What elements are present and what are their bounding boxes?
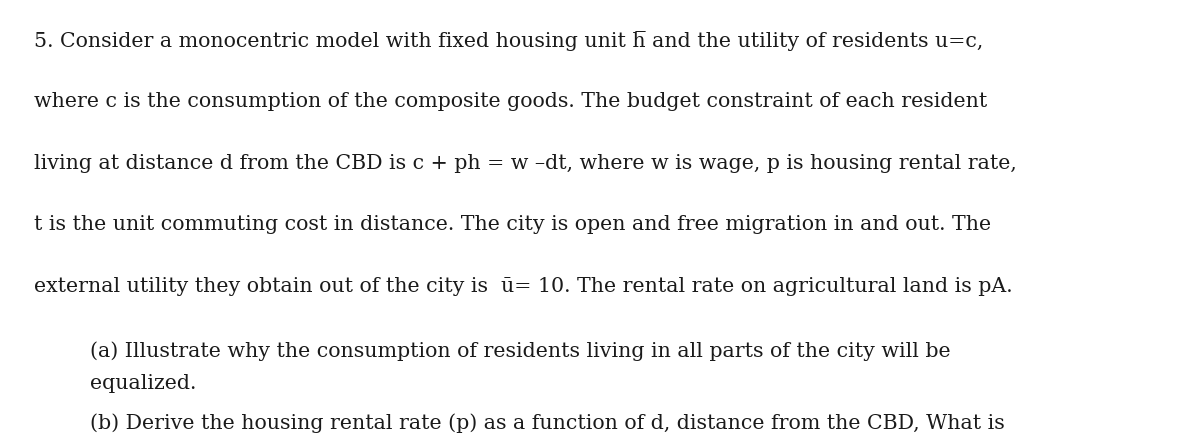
- Text: external utility they obtain out of the city is  ū= 10. The rental rate on agric: external utility they obtain out of the …: [34, 276, 1013, 295]
- Text: living at distance d from the CBD is c + ph = w –dt, where w is wage, p is housi: living at distance d from the CBD is c +…: [34, 153, 1016, 172]
- Text: (b) Derive the housing rental rate (p) as a function of d, distance from the CBD: (b) Derive the housing rental rate (p) a…: [90, 413, 1004, 432]
- Text: 5. Consider a monocentric model with fixed housing unit h̅ and the utility of re: 5. Consider a monocentric model with fix…: [34, 31, 983, 51]
- Text: t is the unit commuting cost in distance. The city is open and free migration in: t is the unit commuting cost in distance…: [34, 215, 991, 233]
- Text: where c is the consumption of the composite goods. The budget constraint of each: where c is the consumption of the compos…: [34, 92, 986, 111]
- Text: (a) Illustrate why the consumption of residents living in all parts of the city : (a) Illustrate why the consumption of re…: [90, 341, 950, 360]
- Text: equalized.: equalized.: [90, 373, 197, 392]
